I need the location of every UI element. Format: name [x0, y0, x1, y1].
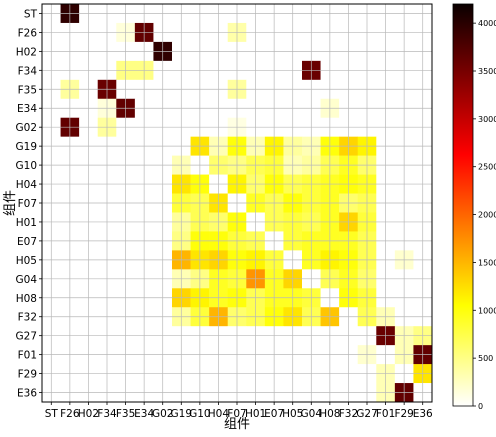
x-tick-label: E36	[413, 408, 433, 420]
y-tick-label: E36	[17, 388, 37, 400]
y-tick-label: F34	[18, 65, 38, 77]
x-tick-label: ST	[45, 408, 59, 420]
y-tick-label: F32	[18, 312, 37, 324]
y-tick-label: G02	[16, 122, 38, 134]
x-tick-label: H01	[245, 408, 266, 420]
y-tick-label: H02	[16, 46, 37, 58]
x-tick-label: G27	[356, 408, 378, 420]
colorbar-tick-label: 3000	[478, 115, 496, 124]
y-tick-label: H05	[16, 255, 37, 267]
y-tick-label: G19	[16, 141, 38, 153]
y-tick-label: H01	[16, 217, 37, 229]
colorbar-tick-label: 3500	[478, 67, 496, 76]
colorbar-tick-label: 1500	[478, 258, 496, 267]
x-tick-label: G04	[301, 408, 323, 420]
y-tick-label: G10	[16, 160, 38, 172]
grid-lines	[42, 4, 432, 402]
colorbar-tick-label: 0	[478, 402, 483, 411]
x-tick-label: F01	[376, 408, 395, 420]
x-tick-label: F29	[394, 408, 413, 420]
y-tick-label: G04	[16, 274, 38, 286]
x-tick-label: H08	[319, 408, 340, 420]
y-tick-labels: ST F26 H02 F34 F35 E34 G02 G19 G10 H04 F07 H01 E07 H0…	[16, 8, 42, 400]
y-tick-label: F35	[18, 84, 37, 96]
y-tick-label: E34	[17, 103, 37, 115]
y-tick-label: F07	[18, 198, 37, 210]
y-tick-label: F26	[18, 27, 38, 39]
y-tick-label: G27	[16, 331, 38, 343]
x-tick-label: F26	[60, 408, 80, 420]
colorbar-tick-label: 500	[478, 354, 493, 363]
x-tick-label: F32	[339, 408, 358, 420]
x-tick-label: G19	[171, 408, 193, 420]
x-tick-label: H04	[208, 408, 230, 420]
x-tick-label: F35	[116, 408, 135, 420]
x-tick-label: G10	[189, 408, 211, 420]
y-tick-label: H08	[16, 293, 37, 305]
colorbar	[452, 3, 474, 407]
colorbar-tick-label: 1000	[478, 306, 496, 315]
colorbar-tick-label: 4000	[478, 19, 496, 28]
y-tick-label: E07	[17, 236, 37, 248]
x-tick-label: E34	[134, 408, 154, 420]
colorbar-tick-label: 2000	[478, 211, 496, 220]
x-tick-label: H05	[282, 408, 303, 420]
x-tick-label: F34	[97, 408, 117, 420]
y-axis-label: 组件	[3, 190, 18, 216]
colorbar-ticks: 0 500 1000 1500 2000 2500 3000 3500 4000	[473, 19, 496, 411]
x-tick-label: F07	[227, 408, 246, 420]
y-tick-label: H04	[16, 179, 38, 191]
x-tick-label: E07	[264, 408, 284, 420]
y-tick-label: F01	[18, 350, 37, 362]
x-tick-label: H02	[78, 408, 99, 420]
colorbar-tick-label: 2500	[478, 163, 496, 172]
x-axis-label: 组件	[224, 417, 250, 432]
y-tick-label: ST	[24, 8, 38, 20]
y-tick-label: F29	[18, 369, 37, 381]
x-tick-label: G02	[152, 408, 174, 420]
